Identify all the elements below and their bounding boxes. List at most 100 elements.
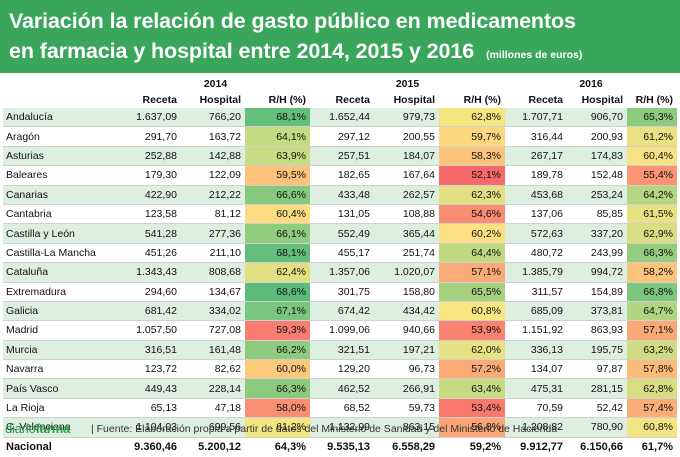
rh-percent-cell: 64,7% (627, 301, 677, 322)
rh-percent-cell: 60,4% (627, 146, 677, 167)
rh-percent-cell: 66,3% (627, 243, 677, 264)
hospital-cell: 152,48 (567, 166, 627, 186)
hospital-cell: 212,22 (181, 185, 245, 205)
table-row: Asturias 252,88 142,88 63,9% 257,51 184,07 58,… (3, 146, 677, 167)
hospital-cell: 434,42 (374, 301, 439, 322)
receta-cell: 1.057,50 (121, 321, 181, 341)
hospital-cell: 154,89 (567, 283, 627, 302)
hospital-cell: 200,55 (374, 127, 439, 147)
rh-percent-cell: 59,2% (469, 441, 501, 454)
col-receta-2015: Receta (335, 94, 370, 106)
receta-cell: 9.535,13 (327, 441, 370, 454)
receta-cell: 131,05 (310, 205, 374, 225)
year-2015: 2015 (395, 78, 420, 90)
receta-cell: 451,26 (121, 244, 181, 264)
table-row: Baleares 179,30 122,09 59,5% 182,65 167,64 52,… (3, 166, 677, 186)
receta-cell: 68,52 (310, 399, 374, 419)
hospital-cell: 134,67 (181, 283, 245, 302)
hospital-cell: 262,57 (374, 185, 439, 205)
rh-percent-cell: 62,9% (627, 224, 677, 244)
receta-cell: 1.104,03 (121, 418, 181, 438)
hospital-cell: 5.200,12 (198, 441, 241, 454)
table-row: Galicia 681,42 334,02 67,1% 674,42 434,42 60,8… (3, 301, 677, 322)
receta-cell: 475,31 (505, 379, 567, 399)
receta-cell: 1.637,09 (121, 108, 181, 128)
rh-percent-cell: 53,9% (439, 321, 505, 341)
table-row: La Rioja 65,13 47,18 58,0% 68,52 59,73 53,4% 70… (3, 398, 677, 419)
receta-cell: 70,59 (505, 399, 567, 419)
hospital-cell: 277,36 (181, 224, 245, 244)
receta-cell: 336,13 (505, 340, 567, 361)
hospital-cell: 85,85 (567, 205, 627, 225)
receta-cell: 137,06 (505, 205, 567, 225)
rh-percent-cell: 59,3% (245, 321, 310, 341)
hospital-cell: 158,80 (374, 283, 439, 302)
hospital-cell: 727,08 (181, 321, 245, 341)
receta-cell: 123,72 (121, 360, 181, 380)
col-hospital-2014: Hospital (199, 94, 241, 106)
page-title: Variación la relación de gasto público e… (9, 6, 582, 70)
rh-percent-cell: 61,2% (245, 418, 310, 438)
hospital-cell: 195,75 (567, 340, 627, 361)
region-name: Aragón (3, 127, 121, 147)
receta-cell: 301,75 (310, 283, 374, 302)
hospital-cell: 863,15 (374, 418, 439, 438)
hospital-cell: 253,24 (567, 185, 627, 205)
rh-percent-cell: 60,8% (627, 418, 677, 438)
hospital-cell: 184,07 (374, 146, 439, 167)
column-header-row: Receta Hospital R/H (%) Receta Hospital … (3, 92, 677, 108)
hospital-cell: 167,64 (374, 166, 439, 186)
title-banner: Variación la relación de gasto público e… (0, 0, 680, 73)
hospital-cell: 47,18 (181, 399, 245, 419)
receta-cell: 1.132,99 (310, 418, 374, 438)
rh-percent-cell: 56,8% (439, 418, 505, 438)
receta-cell: 267,17 (505, 146, 567, 167)
region-name: Cataluña (3, 263, 121, 283)
receta-cell: 252,88 (121, 146, 181, 167)
rh-percent-cell: 60,2% (439, 224, 505, 244)
receta-cell: 189,78 (505, 166, 567, 186)
hospital-cell: 52,42 (567, 399, 627, 419)
hospital-cell: 266,91 (374, 379, 439, 399)
hospital-cell: 373,81 (567, 301, 627, 322)
table-row: Castilla-La Mancha 451,26 211,10 68,1% 455,1… (3, 243, 677, 264)
receta-cell: 257,51 (310, 146, 374, 167)
receta-cell: 1.357,06 (310, 263, 374, 283)
hospital-cell: 6.150,66 (580, 441, 623, 454)
receta-cell: 134,07 (505, 360, 567, 380)
hospital-cell: 163,72 (181, 127, 245, 147)
title-line-2-text: en farmacia y hospital entre 2014, 2015 … (9, 39, 475, 63)
rh-percent-cell: 61,5% (627, 204, 677, 225)
rh-percent-cell: 65,5% (439, 282, 505, 302)
rh-percent-cell: 68,1% (245, 243, 310, 264)
receta-cell: 123,58 (121, 205, 181, 225)
region-name: Nacional (6, 441, 52, 454)
receta-cell: 1.707,71 (505, 108, 567, 128)
rh-percent-cell: 57,8% (627, 360, 677, 380)
rh-percent-cell: 66,1% (245, 224, 310, 244)
receta-cell: 1.343,43 (121, 263, 181, 283)
table-row: Cantabria 123,58 81,12 60,4% 131,05 108,88 54,… (3, 204, 677, 225)
rh-percent-cell: 64,4% (439, 243, 505, 264)
brand-logo: diariofarma (5, 421, 70, 436)
rh-percent-cell: 64,1% (245, 127, 310, 147)
hospital-cell: 994,72 (567, 263, 627, 283)
rh-percent-cell: 60,0% (245, 360, 310, 380)
region-name: Castilla y León (3, 224, 121, 244)
region-name: Murcia (3, 340, 121, 361)
rh-percent-cell: 66,2% (245, 340, 310, 361)
hospital-cell: 699,56 (181, 418, 245, 438)
hospital-cell: 334,02 (181, 301, 245, 322)
col-hospital-2016: Hospital (581, 94, 623, 106)
region-name: Navarra (3, 360, 121, 380)
receta-cell: 291,70 (121, 127, 181, 147)
year-2014: 2014 (203, 78, 228, 90)
rh-percent-cell: 55,4% (627, 166, 677, 186)
hospital-cell: 243,99 (567, 244, 627, 264)
rh-percent-cell: 62,8% (627, 379, 677, 399)
rh-percent-cell: 54,6% (439, 204, 505, 225)
receta-cell: 9.360,46 (134, 441, 177, 454)
rh-percent-cell: 61,2% (627, 127, 677, 147)
rh-percent-cell: 68,1% (245, 108, 310, 128)
receta-cell: 433,48 (310, 185, 374, 205)
